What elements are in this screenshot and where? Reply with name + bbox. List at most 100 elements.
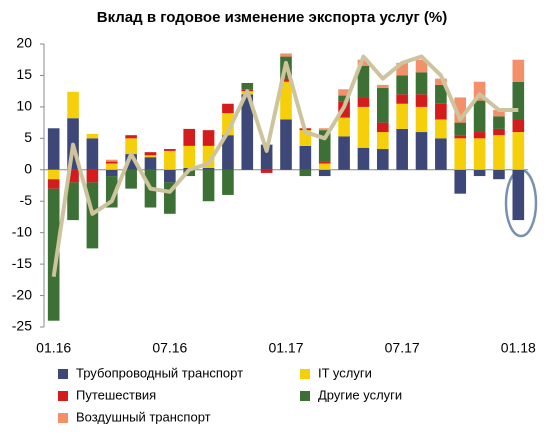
bar-segment <box>260 144 273 170</box>
bar-segment <box>376 84 389 89</box>
bar-segment <box>105 176 118 208</box>
bar-segment <box>86 169 99 183</box>
legend-label: Трубопроводный транспорт <box>76 365 243 380</box>
bar-segment <box>454 135 467 139</box>
bar-segment <box>86 133 99 139</box>
bar-segment <box>299 169 312 177</box>
bar-segment <box>144 152 157 156</box>
y-tick-label: -10 <box>12 223 32 239</box>
bar-segment <box>473 100 486 133</box>
bar-segment <box>512 132 525 170</box>
legend-label: Другие услуги <box>318 387 402 402</box>
bar-segment <box>280 119 292 170</box>
bar-segment <box>222 113 234 136</box>
bar-segment <box>493 135 505 170</box>
x-tick-label: 07.17 <box>385 340 420 356</box>
bar-segment <box>280 78 292 82</box>
bar-segment <box>318 161 331 164</box>
y-tick-label: -5 <box>20 192 33 208</box>
legend-swatch <box>300 369 310 379</box>
bar-segment <box>202 167 215 170</box>
x-tick-label: 01.16 <box>36 340 71 356</box>
x-tick-label: 01.17 <box>268 340 303 356</box>
bar-segment <box>164 182 176 214</box>
bar-segment <box>164 150 176 170</box>
bar-segment <box>435 84 447 104</box>
bar-segment <box>396 62 408 76</box>
legend-swatch <box>58 413 68 423</box>
bar-segment <box>338 117 350 137</box>
bar-segment <box>67 91 79 119</box>
bar-segment <box>454 122 467 136</box>
bar-segment <box>396 75 408 95</box>
bar-segment <box>125 138 137 155</box>
bar-segment <box>435 119 447 139</box>
bar-segment <box>415 106 428 133</box>
bar-segment <box>512 59 525 82</box>
y-tick-label: 20 <box>16 35 32 51</box>
bar-segment <box>376 149 389 170</box>
bar-segment <box>241 94 254 170</box>
bar-segment <box>67 169 79 183</box>
bar-segment <box>144 157 157 170</box>
bar-segment <box>357 147 370 170</box>
bar-segment <box>376 122 389 133</box>
bar-segment <box>67 182 79 221</box>
bar-segment <box>357 97 370 107</box>
bar-segment <box>260 169 273 173</box>
bar-segment <box>202 145 215 168</box>
bar-segment <box>473 138 486 170</box>
bar-segment <box>338 95 350 102</box>
legend-swatch <box>58 391 68 401</box>
bar-segment <box>125 135 137 139</box>
bar-segment <box>183 169 196 177</box>
bar-segment <box>454 138 467 170</box>
y-tick-label: -15 <box>12 255 32 271</box>
bar-segment <box>396 128 408 170</box>
bar-segment <box>318 128 331 131</box>
bar-segment <box>435 138 447 170</box>
bar-segment <box>47 179 60 189</box>
bar-segment <box>415 132 428 170</box>
bar-segment <box>144 155 157 158</box>
bar-segment <box>241 82 254 90</box>
legend-swatch <box>58 369 68 379</box>
bar-segment <box>338 136 350 170</box>
bar-segment <box>164 149 176 151</box>
bar-segment <box>357 59 370 67</box>
y-tick-label: 5 <box>24 129 32 145</box>
bar-segment <box>493 116 505 129</box>
bar-segment <box>357 106 370 148</box>
bar-segment <box>318 130 331 162</box>
bar-segment <box>202 169 215 202</box>
bar-segment <box>396 103 408 129</box>
bar-segment <box>415 59 428 73</box>
bar-segment <box>338 89 350 96</box>
bar-segment <box>473 132 486 139</box>
bar-segment <box>105 161 118 164</box>
y-tick-label: -20 <box>12 286 32 302</box>
bar-segment <box>183 145 196 168</box>
bar-segment <box>512 119 525 133</box>
x-tick-label: 07.16 <box>152 340 187 356</box>
bar-segment <box>473 81 486 101</box>
bar-segment <box>493 128 505 136</box>
bar-segment <box>86 138 99 170</box>
bar-segment <box>415 94 428 107</box>
bar-segment <box>222 103 234 114</box>
bar-segment <box>512 81 525 120</box>
bar-segment <box>47 128 60 170</box>
bar-segment <box>125 154 137 170</box>
bar-segment <box>493 110 505 117</box>
bar-segment <box>357 66 370 98</box>
bar-segment <box>493 169 505 180</box>
bar-segment <box>512 169 525 221</box>
bar-segment <box>202 130 215 146</box>
x-tick-label: 01.18 <box>501 340 536 356</box>
bar-segment <box>376 132 389 150</box>
bar-segment <box>105 169 118 177</box>
bar-segment <box>164 169 176 183</box>
bar-segment <box>183 128 196 146</box>
y-tick-label: 0 <box>24 160 32 176</box>
total-line <box>51 54 519 277</box>
